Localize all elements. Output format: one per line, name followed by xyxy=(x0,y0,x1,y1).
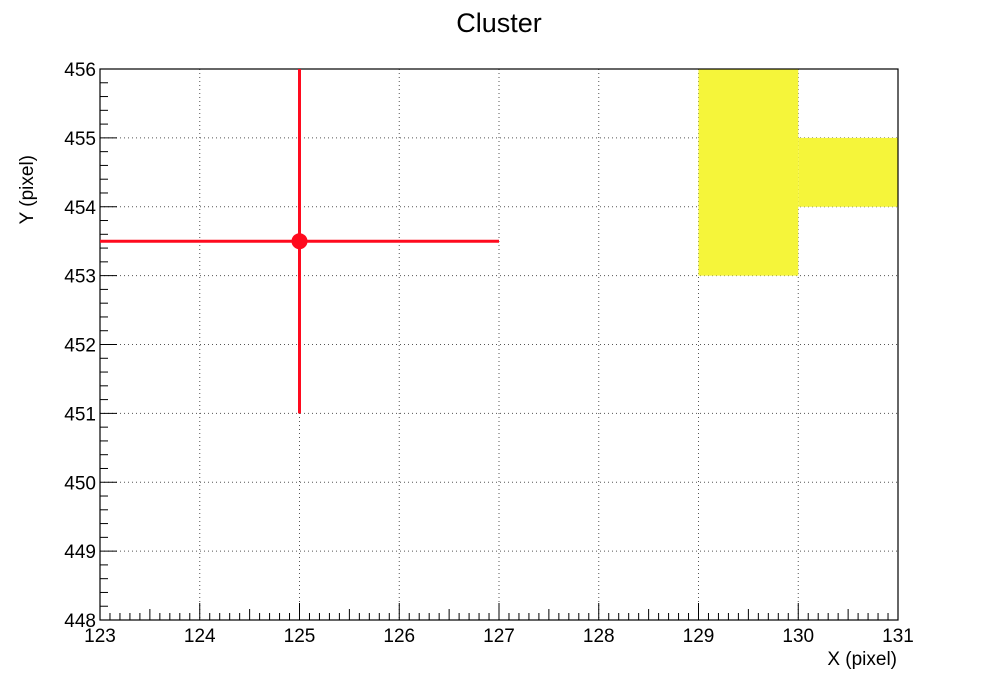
tick-labels: 123 124 125 126 127 128 129 130 131 448 449 450 451 4… xyxy=(64,60,914,647)
x-tick-label: 127 xyxy=(483,626,515,647)
cluster-cells xyxy=(698,69,898,276)
x-tick-label: 130 xyxy=(782,626,814,647)
centroid-point xyxy=(291,233,308,250)
y-tick-label: 449 xyxy=(64,542,96,563)
x-axis-label: X (pixel) xyxy=(827,649,897,670)
x-tick-label: 123 xyxy=(84,626,116,647)
y-axis-label: Y (pixel) xyxy=(17,155,38,224)
y-tick-label: 456 xyxy=(64,60,96,81)
axis-ticks xyxy=(99,68,899,621)
y-tick-label: 451 xyxy=(64,404,96,425)
y-tick-label: 454 xyxy=(64,198,96,219)
y-tick-label: 452 xyxy=(64,336,96,357)
y-tick-label: 448 xyxy=(64,611,96,632)
cluster-cell xyxy=(698,69,799,276)
x-tick-label: 125 xyxy=(284,626,316,647)
x-tick-label: 128 xyxy=(583,626,615,647)
x-tick-label: 131 xyxy=(882,626,914,647)
y-tick-label: 450 xyxy=(64,473,96,494)
centroid-marker xyxy=(100,69,499,414)
x-tick-label: 126 xyxy=(383,626,415,647)
x-tick-label: 129 xyxy=(683,626,715,647)
x-tick-label: 124 xyxy=(184,626,216,647)
y-tick-label: 453 xyxy=(64,267,96,288)
chart-title: Cluster xyxy=(456,8,542,38)
cluster-cell xyxy=(798,137,898,207)
y-tick-label: 455 xyxy=(64,129,96,150)
